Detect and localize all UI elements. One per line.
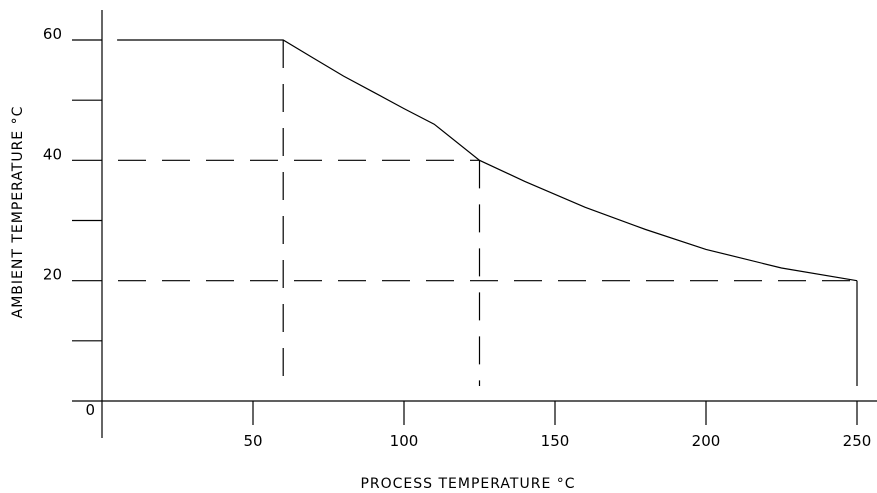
x-tick-label: 50 bbox=[243, 432, 262, 450]
series bbox=[117, 39, 858, 386]
x-tick-label: 100 bbox=[390, 432, 419, 450]
derating-curve bbox=[117, 39, 858, 282]
x-tick-label: 250 bbox=[843, 432, 872, 450]
guide-lines bbox=[118, 40, 857, 386]
axis-ticks bbox=[72, 39, 858, 425]
tick-labels: 20 40 60 0 50 100 150 200 250 bbox=[43, 25, 871, 450]
x-tick-label: 150 bbox=[541, 432, 570, 450]
x-tick-label: 200 bbox=[692, 432, 721, 450]
x-axis-title: PROCESS TEMPERATURE °C bbox=[360, 476, 575, 492]
y-tick-label: 20 bbox=[43, 266, 62, 284]
y-tick-label: 60 bbox=[43, 25, 62, 43]
axes bbox=[72, 10, 877, 438]
y-axis-title: AMBIENT TEMPERATURE °C bbox=[10, 106, 26, 319]
origin-label: 0 bbox=[85, 401, 95, 419]
y-tick-label: 40 bbox=[43, 145, 62, 163]
